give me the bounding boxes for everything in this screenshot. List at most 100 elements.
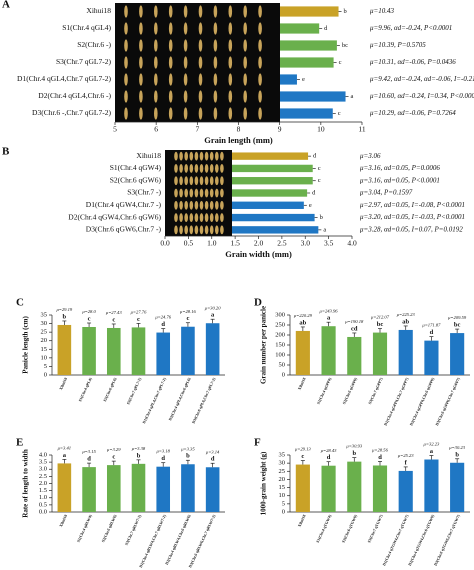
grain [154, 5, 158, 18]
panel-label: B [2, 146, 10, 158]
sig-letter: e [302, 76, 305, 83]
grain [189, 213, 194, 222]
sig-letter: b [63, 313, 67, 320]
bar [165, 177, 313, 185]
grain [198, 73, 203, 86]
sig-letter: d [161, 455, 165, 462]
bar [424, 459, 439, 512]
annotation: μ=28.0 [82, 309, 96, 314]
annotation: μ=3.06 [360, 152, 381, 160]
grain [199, 225, 204, 235]
grain [184, 213, 188, 222]
grain [209, 151, 214, 161]
grain [154, 90, 158, 103]
grain [228, 5, 233, 18]
bar [57, 324, 72, 375]
x-tick-label: S3(Chr.7 qPL7-2) [126, 376, 142, 405]
x-tick-label: D1(Chr.4 qGPP4,Chr.7 qGPP7) [384, 376, 410, 426]
x-tick-label: 6 [154, 125, 158, 134]
sig-letter: d [161, 321, 165, 328]
sig-letter: ab [299, 319, 306, 326]
sig-letter: a [327, 315, 331, 322]
annotation: μ=3.28, αd=0.05, I=0.07, P=0.0192 [360, 225, 463, 233]
grain [243, 39, 247, 52]
grain [228, 39, 233, 52]
panel-label: E [16, 437, 23, 449]
bar [450, 462, 465, 512]
grain [189, 164, 194, 173]
grain [168, 107, 173, 120]
sig-letter: d [313, 153, 317, 160]
grain [199, 213, 204, 222]
row-label: D2(Chr.4 qGW4,Chr.6 qGW6) [68, 212, 161, 221]
row-label: D2(Chr.4 qGL4,Chr.6 -) [38, 91, 111, 100]
x-tick-label: 8 [237, 125, 241, 134]
annotation: μ=25.23 [398, 453, 414, 458]
bar [295, 464, 310, 512]
y-tick-label: 0 [44, 371, 47, 378]
sig-letter: c [338, 110, 341, 117]
annotation: μ=209.59 [448, 315, 467, 320]
annotation: μ=30.23 [449, 445, 465, 450]
annotation: μ=10.29, αd=-0.06, P=0.7264 [370, 109, 456, 117]
y-tick-label: 3.0 [39, 466, 47, 473]
grain [124, 5, 128, 18]
grain [199, 200, 204, 210]
grain [184, 151, 188, 161]
x-tick-label: D2(Chr.4 qTGW4,Chr.6 qTGW6) [408, 513, 436, 566]
grain [189, 200, 194, 210]
x-tick-label: S2(Chr.6 qGPP6) [342, 376, 358, 404]
grain [209, 225, 214, 235]
grain [204, 151, 209, 161]
x-tick-label: D2(Chr.4 qPL4,Chr.6 qPL6) [168, 376, 192, 421]
row-label: D3(Chr.6 -,Chr.7 qGL7-2) [32, 108, 111, 117]
grain [139, 56, 143, 69]
sig-letter: b [352, 450, 356, 457]
sig-letter: c [88, 315, 91, 322]
bar [347, 336, 362, 375]
y-tick-label: 1.0 [39, 494, 47, 501]
bar [398, 329, 413, 375]
grain [189, 188, 194, 198]
y-tick-label: 15 [279, 484, 286, 491]
grain [204, 176, 209, 186]
y-tick-label: 25 [279, 468, 286, 475]
sig-letter: b [455, 451, 459, 458]
sig-letter: bc [454, 322, 461, 329]
annotation: μ=3.18 [156, 449, 170, 454]
x-tick-label: D2(Chr.4 qGPP4,Chr.6 qGPP6) [409, 376, 435, 426]
y-tick-label: 5 [282, 500, 285, 507]
grain [204, 225, 209, 235]
grain [139, 90, 143, 103]
grain [154, 39, 158, 52]
bar [165, 226, 319, 234]
x-tick-label: 0.5 [184, 239, 194, 248]
grain [199, 151, 204, 161]
sig-letter: c [137, 316, 140, 323]
y-tick-label: 0.5 [39, 501, 47, 508]
y-tick-label: 250 [275, 321, 285, 328]
panel-label: F [254, 437, 261, 449]
sig-letter: c [112, 454, 115, 461]
annotation: μ=27.76 [131, 309, 147, 314]
grain [213, 107, 218, 120]
sig-letter: b [344, 8, 347, 15]
row-label: S2(Chr.6 qGW6) [110, 175, 162, 184]
grain [204, 200, 209, 210]
sig-letter: c [301, 453, 304, 460]
bar [372, 332, 388, 375]
grain [220, 225, 224, 235]
y-tick-label: 2.5 [39, 473, 47, 480]
bar [165, 201, 304, 209]
annotation: μ=3.14 [206, 449, 220, 454]
sig-letter: d [430, 329, 434, 336]
x-tick-label: 1.5 [230, 239, 240, 248]
row-label: S3(Chr.7 -) [127, 188, 161, 197]
x-tick-label: S3(Chr.7 qRLW7-2) [125, 513, 143, 545]
grain [243, 56, 247, 69]
x-tick-label: D1(Chr.4 qPL4,Chr.7 qPL7-2) [142, 376, 167, 424]
grain [199, 188, 204, 198]
x-tick-label: D3(Chr.6 qPL6,Chr.7 qPL7-2) [192, 376, 217, 424]
y-tick-label: 3.5 [39, 459, 47, 466]
x-tick-label: D1(Chr.4 qTGW4,Chr.7 qTGW7) [382, 513, 410, 566]
